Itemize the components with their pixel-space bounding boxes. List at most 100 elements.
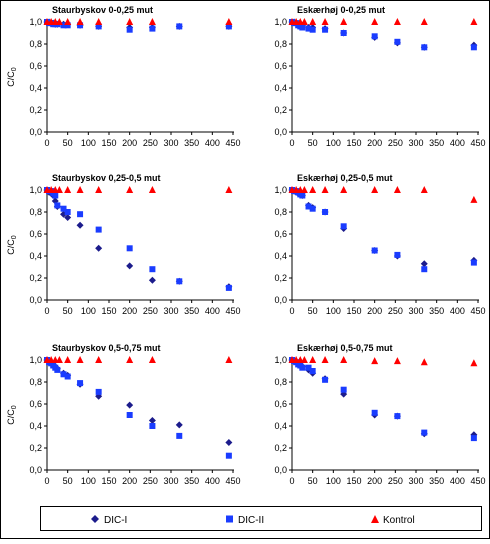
- data-point: [470, 259, 477, 266]
- data-point: [309, 186, 317, 193]
- x-tick-label: 150: [101, 306, 116, 316]
- data-point: [340, 386, 347, 393]
- data-point: [470, 435, 477, 442]
- chart-panel-6: Eskærhøj 0,5-0,75 mut 0,0 0,2 0,4 0,6 0,8 1,0 0…: [274, 343, 485, 486]
- x-tick-label: 50: [63, 138, 73, 148]
- data-point: [52, 192, 59, 199]
- data-point: [225, 452, 232, 459]
- x-tick-label: 50: [308, 138, 318, 148]
- y-tick-label: 0,8: [274, 377, 287, 387]
- data-point: [321, 356, 329, 363]
- series-kontrol: [288, 18, 478, 25]
- y-tick-label: 0,4: [29, 251, 42, 261]
- data-point: [54, 202, 61, 209]
- data-point: [393, 18, 401, 25]
- series-kontrol: [43, 356, 233, 363]
- x-tick-label: 0: [44, 138, 49, 148]
- chart-panel-3: Staurbyskov 0,25-0,5 mut 0,0 0,2 0,4 0,6 0,8 1…: [6, 173, 241, 316]
- data-point: [126, 245, 133, 252]
- data-point: [420, 18, 428, 25]
- data-point: [148, 276, 156, 284]
- data-point: [64, 214, 72, 221]
- data-point: [300, 356, 308, 363]
- y-tick-label: 0,4: [274, 421, 287, 431]
- x-tick-label: 250: [388, 476, 403, 486]
- y-tick-label: 0,0: [274, 127, 287, 137]
- y-tick-label: 0,6: [29, 61, 42, 71]
- data-point: [309, 18, 317, 25]
- data-point: [470, 44, 477, 51]
- data-point: [149, 423, 156, 429]
- data-point: [394, 38, 401, 45]
- y-tick-label: 0,4: [274, 251, 287, 261]
- y-tick-label: 0,6: [29, 399, 42, 409]
- data-point: [76, 186, 84, 193]
- legend-diamond-icon: [91, 515, 99, 523]
- data-point: [148, 18, 156, 25]
- data-point: [300, 186, 308, 193]
- x-tick-label: 150: [101, 138, 116, 148]
- x-tick-label: 450: [225, 306, 240, 316]
- data-point: [95, 186, 103, 193]
- data-point: [340, 223, 347, 230]
- data-point: [225, 18, 233, 25]
- data-point: [55, 186, 63, 193]
- y-tick-label: 0,6: [274, 229, 287, 239]
- x-tick-label: 450: [470, 476, 485, 486]
- data-point: [420, 260, 428, 268]
- data-point: [421, 429, 428, 436]
- chart-panel-5: Staurbyskov 0,5-0,75 mut 0,0 0,2 0,4 0,6 0,8 1…: [6, 343, 241, 486]
- y-tick-label: 0,4: [29, 83, 42, 93]
- y-axis-label: C/C0: [6, 67, 18, 87]
- data-point: [55, 356, 63, 363]
- data-point: [149, 25, 156, 32]
- x-tick-label: 0: [44, 476, 49, 486]
- y-tick-label: 0,2: [274, 443, 287, 453]
- y-tick-label: 0,8: [29, 207, 42, 217]
- series-kontrol: [288, 186, 478, 203]
- x-tick-label: 350: [429, 306, 444, 316]
- x-tick-label: 400: [450, 476, 465, 486]
- data-point: [64, 373, 71, 380]
- y-tick-label: 0,2: [29, 443, 42, 453]
- x-tick-label: 450: [470, 138, 485, 148]
- data-point: [371, 357, 379, 365]
- data-point: [309, 356, 317, 363]
- legend-box: [40, 506, 482, 531]
- data-point: [76, 221, 84, 229]
- y-tick-label: 0,4: [29, 421, 42, 431]
- x-tick-label: 450: [225, 476, 240, 486]
- x-tick-label: 100: [81, 306, 96, 316]
- chart-panel-2: Eskærhøj 0-0,25 mut 0,0 0,2 0,4 0,6 0,8 1,0 0 50…: [274, 5, 485, 148]
- x-tick-label: 200: [367, 476, 382, 486]
- y-tick-label: 0,2: [29, 273, 42, 283]
- y-tick-label: 0,4: [274, 83, 287, 93]
- x-tick-label: 350: [184, 476, 199, 486]
- data-point: [64, 186, 72, 193]
- data-point: [305, 364, 312, 371]
- y-tick-label: 0,0: [274, 295, 287, 305]
- x-tick-label: 100: [326, 306, 341, 316]
- y-tick-label: 0,6: [274, 399, 287, 409]
- data-point: [321, 186, 329, 193]
- x-tick-label: 0: [289, 476, 294, 486]
- data-point: [95, 226, 102, 233]
- data-point: [394, 251, 401, 258]
- data-point: [309, 368, 316, 374]
- x-tick-label: 250: [388, 306, 403, 316]
- x-tick-label: 150: [346, 476, 361, 486]
- data-point: [421, 44, 428, 51]
- data-point: [371, 18, 379, 25]
- x-tick-label: 300: [163, 138, 178, 148]
- y-tick-label: 0,8: [274, 207, 287, 217]
- data-point: [340, 356, 348, 363]
- data-point: [322, 376, 329, 383]
- x-tick-label: 400: [450, 138, 465, 148]
- data-point: [64, 22, 71, 29]
- y-tick-label: 0,0: [29, 465, 42, 475]
- data-point: [76, 18, 84, 25]
- data-point: [77, 380, 84, 387]
- y-tick-label: 0,0: [29, 127, 42, 137]
